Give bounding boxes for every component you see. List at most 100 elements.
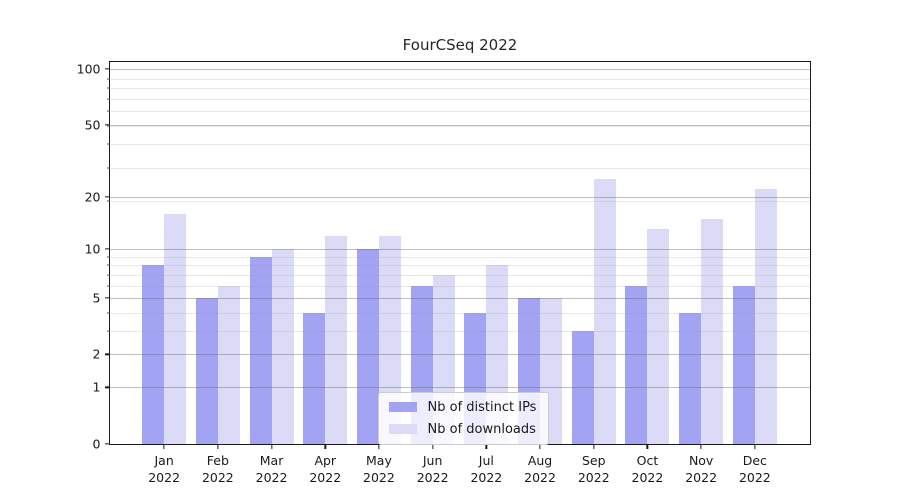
minor-gridline — [109, 167, 810, 169]
y-minor-tick — [106, 78, 110, 79]
axes-layer: 0 1 2 5 10 20 50 100 Jan 2022 Feb 2022 Mar 2022 Apr… — [77, 62, 810, 485]
y-tick — [104, 248, 110, 250]
major-gridline — [109, 196, 810, 198]
legend-label-downloads: Nb of downloads — [427, 421, 536, 437]
x-tick — [378, 443, 380, 449]
y-minor-tick — [106, 200, 110, 201]
x-tick — [163, 443, 165, 449]
minor-gridline — [109, 265, 810, 267]
chart-title: FourCSeq 2022 — [402, 36, 518, 54]
bar-downloads — [701, 218, 724, 444]
major-gridline — [109, 298, 810, 300]
bar-distinct-ips — [732, 285, 755, 444]
y-tick-label: 20 — [84, 189, 101, 205]
minor-gridline — [109, 98, 810, 100]
x-tick-label: May 2022 — [363, 452, 395, 485]
major-gridline — [109, 354, 810, 356]
y-tick-label: 100 — [76, 61, 101, 77]
x-tick — [646, 443, 649, 449]
bar-downloads — [271, 249, 294, 444]
x-tick-label: Feb 2022 — [201, 452, 234, 485]
y-minor-tick — [106, 312, 110, 314]
y-tick-label: 0 — [92, 436, 101, 451]
minor-gridline — [109, 312, 810, 314]
x-tick — [270, 443, 273, 449]
y-tick — [104, 68, 110, 70]
minor-gridline — [109, 200, 810, 202]
y-minor-tick — [106, 98, 110, 100]
y-tick — [104, 195, 110, 198]
minor-gridline — [109, 126, 810, 128]
x-tick-label: Sep 2022 — [577, 452, 610, 485]
y-tick-label: 5 — [92, 290, 101, 306]
x-tick-label: Oct 2022 — [631, 452, 664, 485]
x-tick-label: Apr 2022 — [309, 452, 342, 485]
y-tick-label: 1 — [92, 379, 101, 395]
bar-downloads — [217, 285, 240, 444]
bar-distinct-ips — [571, 331, 594, 444]
y-minor-tick — [106, 125, 110, 127]
bar-distinct-ips — [679, 313, 702, 444]
y-minor-tick — [106, 264, 110, 266]
legend: Nb of distinct IPs Nb of downloads — [377, 391, 550, 445]
bar-distinct-ips — [625, 285, 648, 444]
y-tick — [104, 123, 110, 126]
x-tick — [431, 443, 434, 449]
bar-downloads — [647, 229, 670, 444]
bar-downloads — [754, 189, 777, 444]
x-tick-label: Aug 2022 — [524, 452, 556, 485]
y-minor-tick — [106, 274, 110, 276]
x-tick-label: Jun 2022 — [416, 452, 449, 485]
y-minor-tick — [106, 143, 110, 145]
x-tick-label: Jul 2022 — [470, 452, 503, 485]
y-minor-tick — [106, 256, 110, 258]
x-tick — [217, 443, 219, 449]
y-tick-label: 2 — [92, 346, 101, 362]
minor-gridline — [109, 88, 810, 90]
bars-layer — [110, 62, 810, 444]
y-tick — [104, 297, 110, 299]
y-minor-tick — [106, 110, 110, 112]
y-tick-label: 50 — [84, 117, 101, 133]
x-tick — [754, 443, 756, 449]
x-tick — [485, 443, 487, 449]
major-gridline — [109, 69, 810, 71]
bar-downloads — [164, 213, 187, 444]
y-tick — [104, 386, 110, 388]
bar-downloads — [593, 179, 616, 444]
minor-gridline — [109, 331, 810, 333]
x-tick-label: Mar 2022 — [255, 452, 288, 485]
x-tick-label: Jan 2022 — [148, 452, 181, 485]
bar-distinct-ips — [195, 298, 218, 444]
bar-distinct-ips — [356, 249, 379, 444]
grid-layer — [109, 62, 810, 444]
legend-item-distinct-ips: Nb of distinct IPs — [388, 399, 537, 415]
major-gridline — [109, 249, 810, 250]
x-tick — [593, 443, 595, 449]
major-gridline — [109, 124, 810, 126]
y-minor-tick — [106, 330, 110, 332]
minor-gridline — [109, 285, 810, 287]
x-tick-label: Dec 2022 — [738, 452, 771, 485]
minor-gridline — [109, 78, 810, 80]
y-minor-tick — [106, 87, 110, 89]
minor-gridline — [109, 144, 810, 146]
bar-distinct-ips — [303, 313, 326, 444]
minor-gridline — [109, 111, 810, 113]
minor-gridline — [109, 274, 810, 276]
plot-area: 0 1 2 5 10 20 50 100 Jan 2022 Feb 2022 Mar 2022 Apr… — [77, 60, 811, 485]
minor-gridline — [109, 256, 810, 258]
y-tick — [104, 353, 110, 356]
major-gridline — [109, 387, 810, 389]
x-tick — [539, 443, 541, 449]
y-tick-label: 10 — [84, 241, 101, 257]
y-minor-tick — [106, 285, 110, 287]
bar-downloads — [325, 235, 348, 444]
x-tick — [700, 443, 702, 449]
x-tick-label: Nov 2022 — [685, 452, 718, 485]
y-tick — [104, 442, 110, 445]
legend-swatch-distinct-ips — [388, 402, 417, 412]
legend-label-distinct-ips: Nb of distinct IPs — [427, 399, 537, 415]
bar-distinct-ips — [249, 256, 272, 444]
